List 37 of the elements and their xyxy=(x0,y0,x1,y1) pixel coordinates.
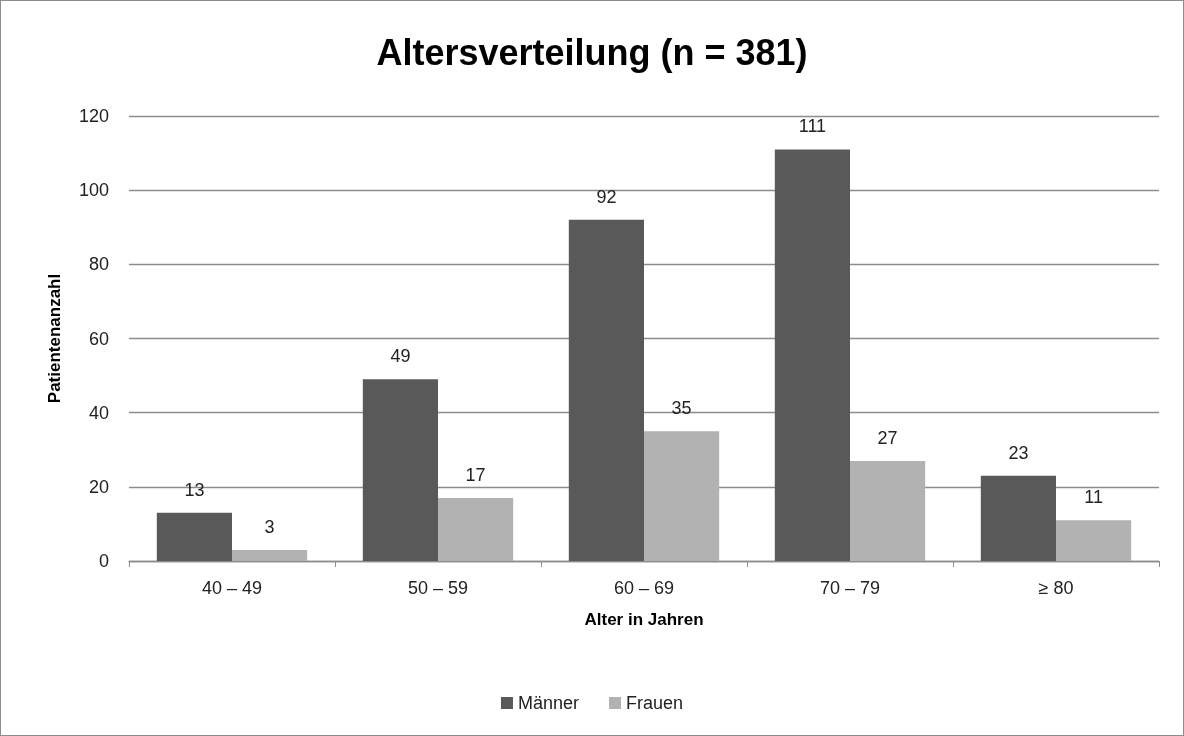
bar xyxy=(980,475,1056,561)
bar xyxy=(568,219,644,561)
bar xyxy=(156,512,232,561)
y-tick-label: 40 xyxy=(88,402,109,423)
data-label: 3 xyxy=(264,516,275,537)
legend-label: Frauen xyxy=(626,693,684,713)
y-axis-title: Patientenanzahl xyxy=(45,273,64,404)
x-tick-label: 40 – 49 xyxy=(201,578,263,598)
bar xyxy=(644,431,720,561)
data-label: 23 xyxy=(1008,442,1029,463)
legend-label: Männer xyxy=(517,693,580,713)
data-label: 111 xyxy=(798,116,827,137)
y-tick-label: 100 xyxy=(78,180,109,201)
x-tick-label: 70 – 79 xyxy=(819,578,881,598)
x-axis-title: Alter in Jahren xyxy=(584,610,704,629)
y-tick-label: 60 xyxy=(88,328,109,349)
y-tick-label: 80 xyxy=(88,254,109,275)
data-label: 27 xyxy=(877,427,898,448)
x-tick-label: ≥ 80 xyxy=(1038,578,1074,598)
x-tick-label: 50 – 59 xyxy=(407,578,469,598)
bar xyxy=(232,549,308,561)
bar xyxy=(774,149,850,561)
data-label: 13 xyxy=(184,479,205,500)
bar xyxy=(362,379,438,561)
x-tick-label: 60 – 69 xyxy=(613,578,675,598)
data-label: 49 xyxy=(390,346,411,367)
y-tick-label: 120 xyxy=(78,106,109,126)
chart-title: Altersverteilung (n = 381) xyxy=(376,31,808,73)
bar xyxy=(850,460,926,561)
bar xyxy=(438,497,514,561)
bar xyxy=(1056,520,1132,561)
data-label: 11 xyxy=(1084,487,1103,508)
data-label: 35 xyxy=(671,398,692,419)
data-label: 92 xyxy=(596,186,617,207)
y-tick-label: 0 xyxy=(98,551,109,571)
data-label: 17 xyxy=(465,464,486,485)
y-tick-label: 20 xyxy=(88,476,109,497)
